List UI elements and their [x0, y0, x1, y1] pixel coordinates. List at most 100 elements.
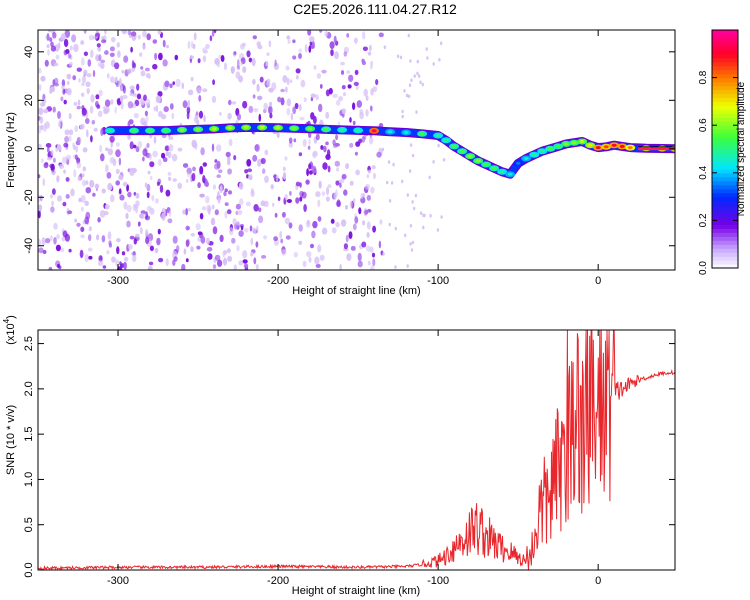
- snr-scale-exponent: 4: [2, 318, 11, 323]
- noise-dot: [238, 260, 244, 266]
- noise-dot: [266, 52, 270, 56]
- noise-dot: [200, 147, 205, 156]
- y-tick-label: 1.5: [23, 427, 35, 442]
- noise-dot: [222, 257, 228, 266]
- noise-dot: [64, 136, 70, 143]
- noise-dot: [52, 157, 56, 163]
- noise-dot: [100, 63, 105, 69]
- noise-dot: [77, 176, 82, 182]
- colorbar-step: [712, 65, 738, 71]
- track-peak: [131, 129, 137, 133]
- noise-dot: [335, 221, 340, 228]
- noise-dot: [349, 142, 354, 148]
- noise-dot: [275, 174, 279, 183]
- spectrogram-noise: [38, 30, 446, 270]
- noise-dot: [55, 244, 62, 252]
- noise-dot: [341, 173, 347, 180]
- noise-dot: [38, 204, 43, 212]
- noise-dot: [236, 65, 241, 70]
- noise-dot: [303, 97, 307, 102]
- colorbar-step: [712, 121, 738, 126]
- noise-dot: [408, 83, 412, 87]
- noise-dot: [413, 206, 416, 211]
- noise-dot: [58, 163, 65, 170]
- colorbar-tick-label: 0.2: [698, 213, 709, 227]
- noise-dot: [318, 180, 322, 189]
- noise-dot: [172, 178, 177, 182]
- noise-dot: [94, 183, 100, 189]
- noise-dot: [145, 229, 149, 236]
- noise-dot: [86, 87, 90, 95]
- noise-dot: [123, 55, 129, 63]
- noise-dot: [253, 108, 259, 113]
- colorbar-step: [712, 244, 738, 249]
- colorbar-step: [712, 180, 738, 186]
- noise-dot: [152, 39, 158, 44]
- noise-dot: [358, 207, 362, 215]
- noise-dot: [227, 168, 233, 175]
- noise-dot: [255, 264, 259, 270]
- noise-dot: [83, 69, 88, 76]
- noise-dot: [154, 52, 158, 61]
- noise-dot: [81, 82, 85, 87]
- noise-dot: [309, 36, 315, 43]
- noise-dot: [102, 265, 107, 269]
- noise-dot: [136, 83, 140, 91]
- noise-dot: [114, 106, 117, 114]
- track-peak: [179, 128, 185, 132]
- noise-dot: [149, 175, 153, 181]
- noise-dot: [188, 207, 191, 212]
- noise-dot: [157, 159, 162, 167]
- noise-dot: [134, 93, 137, 97]
- noise-dot: [392, 162, 395, 167]
- noise-dot: [145, 98, 151, 107]
- colorbar: 0.0 0.2 0.4 0.6 0.8 Normalized spectral ampl…: [698, 29, 747, 275]
- noise-dot: [211, 143, 215, 152]
- noise-dot: [284, 217, 291, 225]
- noise-dot: [322, 162, 328, 170]
- colorbar-step: [712, 200, 738, 206]
- noise-dot: [80, 40, 85, 45]
- noise-dot: [90, 94, 95, 103]
- track-peak: [227, 126, 233, 130]
- noise-dot: [285, 235, 291, 240]
- noise-dot: [144, 110, 148, 117]
- noise-dot: [118, 174, 124, 181]
- noise-dot: [98, 89, 103, 97]
- noise-dot: [177, 147, 183, 152]
- noise-dot: [340, 61, 345, 66]
- noise-dot: [116, 246, 120, 254]
- noise-dot: [319, 30, 323, 33]
- noise-dot: [110, 76, 115, 83]
- noise-dot: [292, 106, 297, 115]
- noise-dot: [401, 109, 404, 114]
- noise-dot: [327, 184, 332, 189]
- noise-dot: [220, 55, 225, 62]
- noise-dot: [358, 138, 363, 144]
- noise-dot: [285, 65, 290, 71]
- noise-dot: [334, 160, 340, 167]
- noise-dot: [97, 46, 102, 52]
- noise-dot: [333, 35, 337, 44]
- noise-dot: [282, 172, 287, 180]
- noise-dot: [232, 218, 237, 225]
- noise-dot: [293, 251, 298, 258]
- noise-dot: [416, 59, 419, 64]
- colorbar-step: [712, 256, 738, 261]
- noise-dot: [270, 184, 274, 190]
- noise-dot: [121, 30, 127, 35]
- noise-dot: [49, 37, 53, 42]
- noise-dot: [355, 169, 360, 176]
- noise-dot: [50, 206, 55, 213]
- colorbar-tick-label: 0.0: [698, 261, 709, 275]
- noise-dot: [122, 94, 128, 100]
- spectrogram-track: [105, 123, 675, 179]
- noise-dot: [168, 144, 174, 152]
- noise-dot: [205, 237, 210, 245]
- noise-dot: [43, 162, 49, 169]
- noise-dot: [325, 186, 330, 196]
- colorbar-step: [712, 149, 738, 154]
- noise-dot: [246, 174, 249, 179]
- snr-series-line: [38, 330, 675, 570]
- noise-dot: [51, 200, 54, 206]
